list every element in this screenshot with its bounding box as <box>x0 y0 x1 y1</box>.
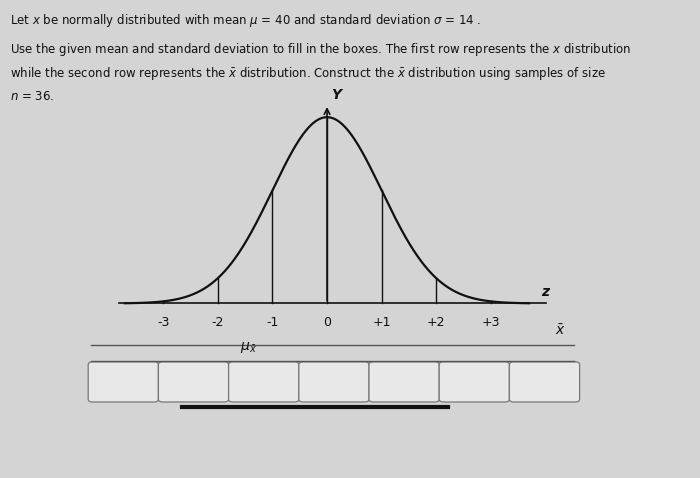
Text: -1: -1 <box>266 316 279 329</box>
Text: +2: +2 <box>427 316 446 329</box>
Text: Use the given mean and standard deviation to fill in the boxes. The first row re: Use the given mean and standard deviatio… <box>10 41 631 58</box>
Text: -2: -2 <box>211 316 224 329</box>
Text: $\mu_{\bar{x}}$: $\mu_{\bar{x}}$ <box>240 340 257 355</box>
Text: $\bar{x}$: $\bar{x}$ <box>554 324 566 338</box>
Text: 0: 0 <box>323 316 331 329</box>
Text: Y: Y <box>331 88 342 102</box>
Text: while the second row represents the $\bar{x}$ distribution. Construct the $\bar{: while the second row represents the $\ba… <box>10 65 605 83</box>
Text: $n$ = 36.: $n$ = 36. <box>10 90 54 103</box>
Text: +1: +1 <box>372 316 391 329</box>
Text: Let $x$ be normally distributed with mean $\mu$ = 40 and standard deviation $\si: Let $x$ be normally distributed with mea… <box>10 12 481 29</box>
Text: z: z <box>541 285 550 299</box>
Text: -3: -3 <box>157 316 169 329</box>
Text: +3: +3 <box>482 316 500 329</box>
